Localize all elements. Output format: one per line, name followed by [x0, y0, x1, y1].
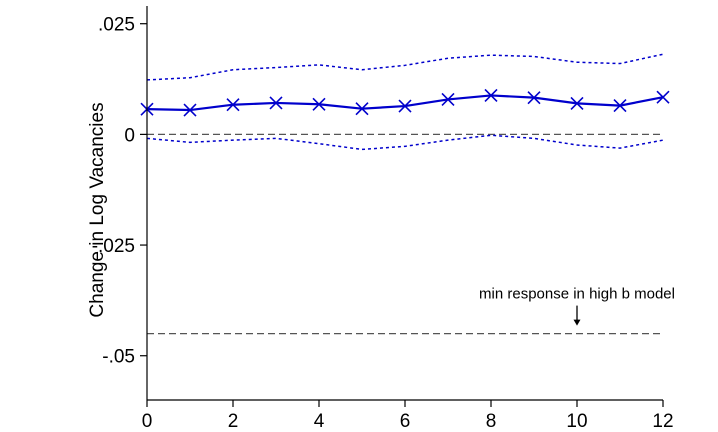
x-tick-label: 6: [400, 411, 411, 432]
data-point-marker-7: [441, 92, 455, 106]
y-tick-label: -.025: [92, 236, 135, 257]
data-markers: [140, 88, 670, 117]
y-axis-title: Change in Log Vacancies: [87, 102, 108, 317]
data-point-marker-5: [355, 102, 369, 116]
y-tick-label: .025: [98, 15, 135, 36]
y-tick-label: 0: [124, 125, 135, 146]
confidence-band-line-2: [146, 134, 664, 151]
y-tick-label: -.05: [102, 347, 135, 368]
marker-stroke: [570, 96, 584, 110]
x-tick-label: 8: [486, 411, 497, 432]
marker-stroke: [183, 103, 197, 117]
x-tick-label: 12: [652, 411, 673, 432]
data-point-marker-3: [269, 96, 283, 110]
data-point-marker-2: [226, 98, 240, 112]
series-lines: [146, 94, 664, 112]
data-point-marker-11: [613, 99, 627, 113]
data-point-marker-1: [183, 103, 197, 117]
x-tick-label: 4: [314, 411, 325, 432]
data-point-marker-8: [484, 88, 498, 102]
annotations: min response in high b model: [479, 286, 675, 326]
marker-stroke: [269, 96, 283, 110]
marker-stroke: [613, 99, 627, 113]
x-tick-label: 2: [228, 411, 239, 432]
marker-stroke: [312, 97, 326, 111]
data-point-marker-4: [312, 97, 326, 111]
marker-stroke: [355, 102, 369, 116]
confidence-band-line-1: [146, 53, 664, 81]
marker-stroke: [226, 98, 240, 112]
data-point-marker-10: [570, 96, 584, 110]
data-point-marker-6: [398, 99, 412, 113]
marker-stroke: [527, 91, 541, 105]
data-point-marker-12: [656, 90, 670, 104]
confidence-bands: [146, 53, 664, 151]
annotation-arrow-head: [573, 319, 581, 326]
point-estimate-line: [146, 94, 664, 112]
reference-lines: [147, 133, 663, 335]
marker-stroke: [398, 99, 412, 113]
marker-stroke: [484, 88, 498, 102]
axes: 0 2 4 6 8 10 12 .025 0 -.025 -.05: [92, 6, 674, 432]
x-tick-label: 0: [142, 411, 153, 432]
marker-stroke: [441, 92, 455, 106]
marker-stroke: [656, 90, 670, 104]
x-tick-label: 10: [566, 411, 587, 432]
annotation-label: min response in high b model: [479, 286, 675, 303]
data-point-marker-9: [527, 91, 541, 105]
